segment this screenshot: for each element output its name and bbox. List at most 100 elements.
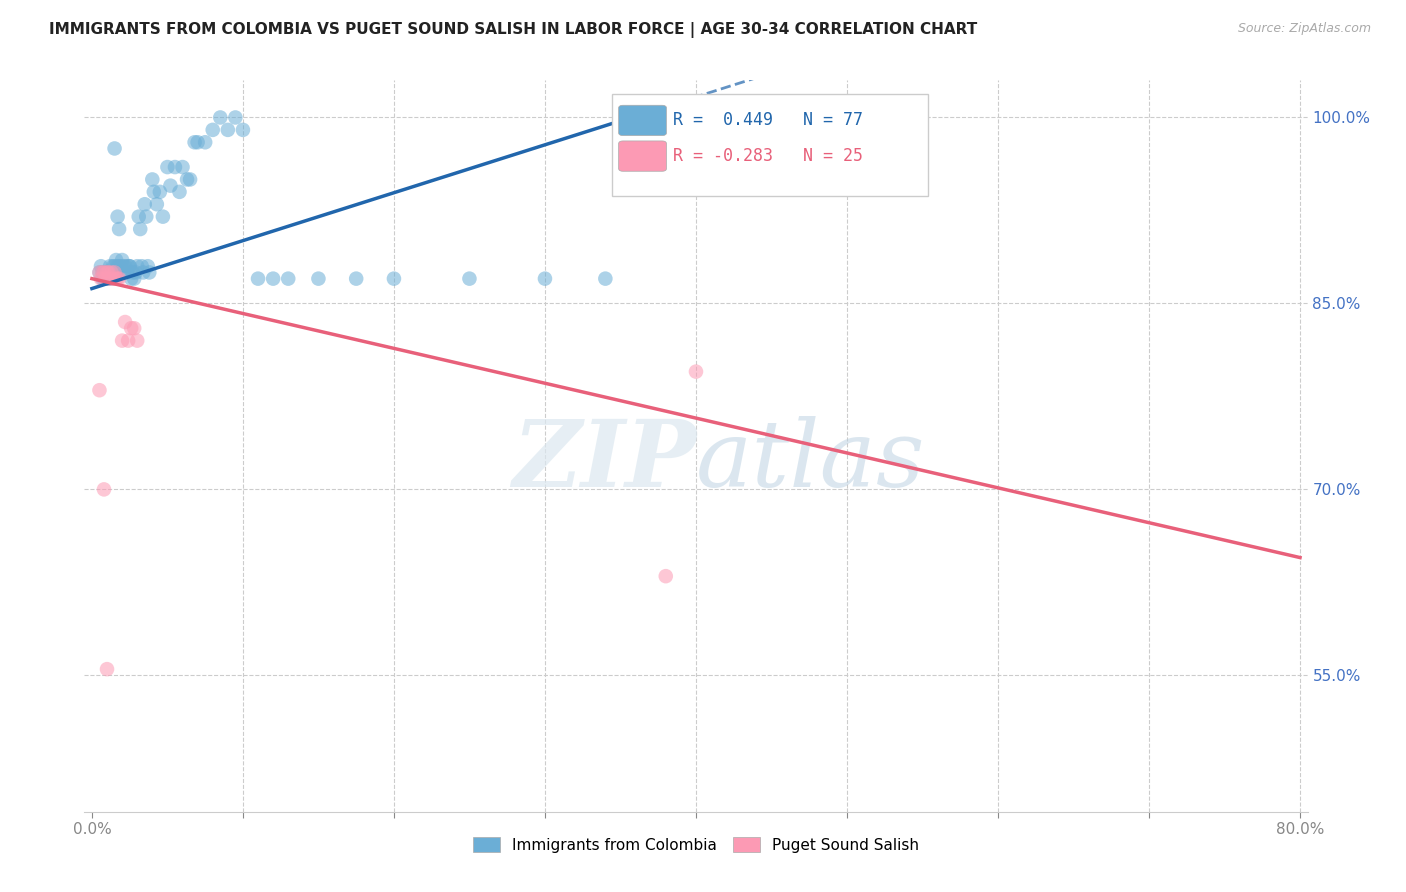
Point [142, 185, 165, 199]
Point [112, 259, 135, 273]
Point [94, 271, 117, 285]
Point [103, 265, 125, 279]
Point [108, 259, 131, 273]
Point [344, 271, 367, 285]
Point [96, 265, 118, 279]
Point [107, 210, 129, 224]
Point [655, 569, 678, 583]
Point [105, 271, 128, 285]
Point [458, 271, 481, 285]
Point [149, 185, 172, 199]
Point [107, 259, 129, 273]
Point [125, 265, 148, 279]
Point [187, 135, 209, 149]
Point [129, 222, 152, 236]
Point [121, 265, 143, 279]
Point [117, 259, 139, 273]
Point [120, 271, 142, 285]
Point [534, 271, 557, 285]
Point [103, 259, 125, 273]
Point [135, 210, 157, 224]
Point [96, 662, 118, 676]
Point [118, 259, 141, 273]
Point [217, 123, 239, 137]
Point [277, 271, 299, 285]
Point [89, 265, 111, 279]
Point [97, 265, 120, 279]
Point [107, 271, 129, 285]
Point [128, 210, 150, 224]
Point [382, 271, 405, 285]
Point [247, 271, 270, 285]
Point [183, 135, 205, 149]
Point [91, 265, 114, 279]
Point [96, 271, 118, 285]
Point [111, 253, 134, 268]
Point [224, 111, 246, 125]
Point [111, 334, 134, 348]
Point [114, 259, 136, 273]
Point [122, 321, 145, 335]
Point [90, 271, 112, 285]
Point [89, 265, 111, 279]
Point [94, 265, 117, 279]
Point [120, 321, 142, 335]
Point [194, 135, 217, 149]
Text: ZIP: ZIP [512, 416, 696, 506]
Point [159, 178, 181, 193]
Point [115, 265, 138, 279]
Point [138, 265, 160, 279]
Point [127, 334, 149, 348]
Point [201, 123, 224, 137]
Point [131, 259, 153, 273]
Point [117, 334, 139, 348]
Point [89, 383, 111, 397]
Point [100, 271, 122, 285]
Point [103, 141, 125, 155]
Point [98, 271, 121, 285]
Text: atlas: atlas [696, 416, 925, 506]
Point [595, 271, 617, 285]
Point [105, 265, 128, 279]
Point [163, 160, 186, 174]
Point [108, 222, 131, 236]
Point [105, 253, 128, 268]
Point [98, 265, 121, 279]
Point [141, 172, 163, 186]
Point [93, 265, 115, 279]
Point [111, 265, 134, 279]
Text: IMMIGRANTS FROM COLOMBIA VS PUGET SOUND SALISH IN LABOR FORCE | AGE 30-34 CORREL: IMMIGRANTS FROM COLOMBIA VS PUGET SOUND … [49, 22, 977, 38]
Point [134, 197, 156, 211]
Point [122, 271, 145, 285]
Point [262, 271, 284, 285]
Point [169, 185, 191, 199]
Point [98, 259, 121, 273]
Point [93, 265, 115, 279]
Point [97, 265, 120, 279]
Point [136, 259, 159, 273]
Point [307, 271, 329, 285]
Text: Source: ZipAtlas.com: Source: ZipAtlas.com [1237, 22, 1371, 36]
Point [685, 365, 707, 379]
Point [209, 111, 232, 125]
Point [152, 210, 174, 224]
Legend: Immigrants from Colombia, Puget Sound Salish: Immigrants from Colombia, Puget Sound Sa… [467, 831, 925, 859]
Point [93, 271, 115, 285]
Point [91, 271, 114, 285]
Point [103, 265, 125, 279]
Point [118, 259, 141, 273]
Point [176, 172, 198, 186]
Point [127, 259, 149, 273]
Point [132, 265, 155, 279]
Point [100, 265, 122, 279]
Point [146, 197, 169, 211]
Point [90, 259, 112, 273]
Point [108, 271, 131, 285]
Point [96, 265, 118, 279]
Point [101, 259, 124, 273]
Point [94, 271, 117, 285]
Point [179, 172, 201, 186]
Point [93, 483, 115, 497]
Point [97, 271, 120, 285]
Point [232, 123, 254, 137]
